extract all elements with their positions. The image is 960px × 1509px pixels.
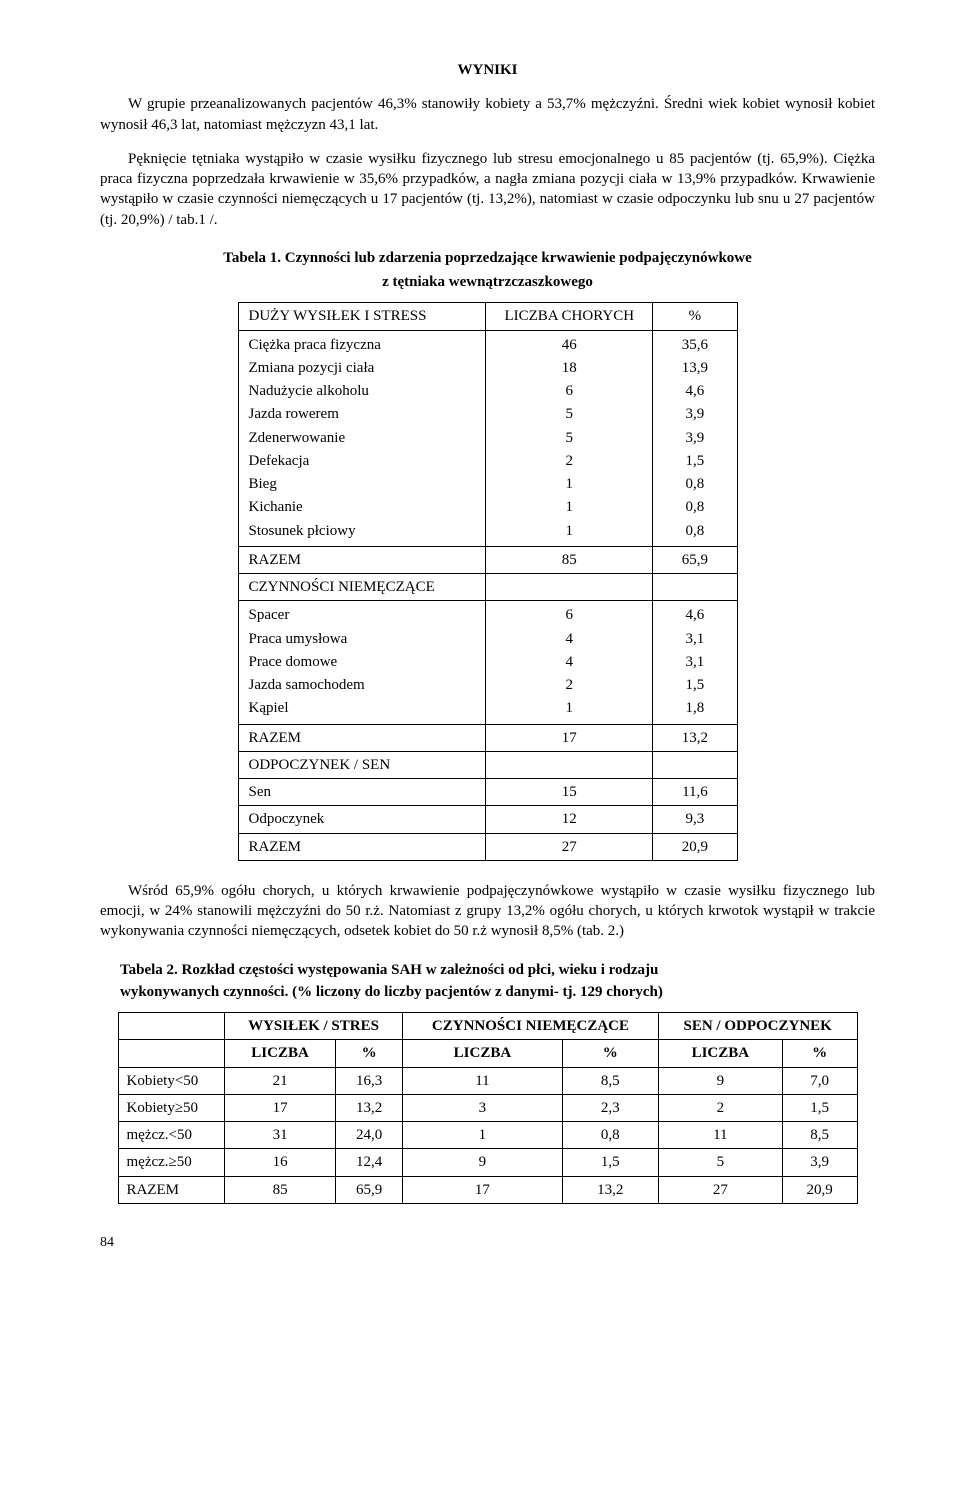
t1-header-left: DUŻY WYSIŁEK I STRESS xyxy=(238,303,486,330)
table1-caption-line2: z tętniaka wewnątrzczaszkowego xyxy=(100,272,875,292)
page-number: 84 xyxy=(100,1234,875,1253)
t2-sh: LICZBA xyxy=(403,1040,563,1067)
t2-cell: 17 xyxy=(403,1176,563,1203)
t1-g1-sum-count: 85 xyxy=(486,546,653,573)
t2-row-label: RAZEM xyxy=(118,1176,224,1203)
t2-cell: 8,5 xyxy=(782,1122,857,1149)
t2-h-blank xyxy=(118,1013,224,1040)
t1-g3-r1-label: Odpoczynek xyxy=(238,806,486,833)
t2-sh: % xyxy=(562,1040,658,1067)
t2-cell: 1,5 xyxy=(562,1149,658,1176)
t1-g1-labels: Ciężka praca fizycznaZmiana pozycji ciał… xyxy=(238,330,486,546)
t1-empty xyxy=(486,574,653,601)
table-row: mężcz.<503124,010,8118,5 xyxy=(118,1122,857,1149)
t1-g3-sum-count: 27 xyxy=(486,833,653,860)
t1-empty xyxy=(486,751,653,778)
t2-h-wysilek: WYSIŁEK / STRES xyxy=(224,1013,402,1040)
t1-g2-sum-count: 17 xyxy=(486,724,653,751)
t1-g2-sum-pct: 13,2 xyxy=(653,724,737,751)
t1-g1-sum-label: RAZEM xyxy=(238,546,486,573)
t2-h-sen: SEN / ODPOCZYNEK xyxy=(658,1013,857,1040)
t2-sh-blank xyxy=(118,1040,224,1067)
t1-g3-r1-pct: 9,3 xyxy=(653,806,737,833)
t2-cell: 3,9 xyxy=(782,1149,857,1176)
t1-g2-pcts: 4,63,13,11,51,8 xyxy=(653,601,737,724)
t2-cell: 20,9 xyxy=(782,1176,857,1203)
table-1: DUŻY WYSIŁEK I STRESS LICZBA CHORYCH % C… xyxy=(238,302,738,861)
t2-cell: 12,4 xyxy=(336,1149,403,1176)
table-row: mężcz.≥501612,491,553,9 xyxy=(118,1149,857,1176)
t1-header-count: LICZBA CHORYCH xyxy=(486,303,653,330)
t2-cell: 0,8 xyxy=(562,1122,658,1149)
t1-g3-r0-label: Sen xyxy=(238,779,486,806)
t1-header-pct: % xyxy=(653,303,737,330)
table-row: RAZEM8565,91713,22720,9 xyxy=(118,1176,857,1203)
t1-g2-counts: 64421 xyxy=(486,601,653,724)
t2-cell: 11 xyxy=(658,1122,782,1149)
table-2: WYSIŁEK / STRES CZYNNOŚCI NIEMĘCZĄCE SEN… xyxy=(118,1012,858,1204)
t2-row-label: mężcz.≥50 xyxy=(118,1149,224,1176)
t2-cell: 16 xyxy=(224,1149,335,1176)
t2-cell: 1,5 xyxy=(782,1094,857,1121)
table2-caption-line2: wykonywanych czynności. (% liczony do li… xyxy=(120,982,875,1002)
t1-g3-r0-count: 15 xyxy=(486,779,653,806)
t2-sh: LICZBA xyxy=(224,1040,335,1067)
t1-empty xyxy=(653,751,737,778)
t2-row-label: Kobiety<50 xyxy=(118,1067,224,1094)
t1-g3-sum-pct: 20,9 xyxy=(653,833,737,860)
t1-g1-sum-pct: 65,9 xyxy=(653,546,737,573)
t1-empty xyxy=(653,574,737,601)
t2-cell: 3 xyxy=(403,1094,563,1121)
t2-cell: 65,9 xyxy=(336,1176,403,1203)
t1-g3-sum-label: RAZEM xyxy=(238,833,486,860)
t2-cell: 31 xyxy=(224,1122,335,1149)
t2-cell: 8,5 xyxy=(562,1067,658,1094)
t2-cell: 17 xyxy=(224,1094,335,1121)
paragraph-2: Pęknięcie tętniaka wystąpiło w czasie wy… xyxy=(100,149,875,230)
t2-sh: LICZBA xyxy=(658,1040,782,1067)
t2-row-label: mężcz.<50 xyxy=(118,1122,224,1149)
t2-cell: 21 xyxy=(224,1067,335,1094)
t2-cell: 7,0 xyxy=(782,1067,857,1094)
t1-g2-sum-label: RAZEM xyxy=(238,724,486,751)
t2-h-niemeczace: CZYNNOŚCI NIEMĘCZĄCE xyxy=(403,1013,659,1040)
t1-g1-pcts: 35,613,94,63,93,91,50,80,80,8 xyxy=(653,330,737,546)
table-row: Kobiety<502116,3118,597,0 xyxy=(118,1067,857,1094)
t1-g3-r0-pct: 11,6 xyxy=(653,779,737,806)
section-title: WYNIKI xyxy=(100,60,875,80)
t2-cell: 9 xyxy=(403,1149,563,1176)
t2-row-label: Kobiety≥50 xyxy=(118,1094,224,1121)
t1-g3-header: ODPOCZYNEK / SEN xyxy=(238,751,486,778)
t2-cell: 85 xyxy=(224,1176,335,1203)
t1-g2-labels: SpacerPraca umysłowaPrace domoweJazda sa… xyxy=(238,601,486,724)
paragraph-3: Wśród 65,9% ogółu chorych, u których krw… xyxy=(100,881,875,942)
t2-cell: 11 xyxy=(403,1067,563,1094)
t2-cell: 13,2 xyxy=(336,1094,403,1121)
table2-caption-line1: Tabela 2. Rozkład częstości występowania… xyxy=(120,960,875,980)
t2-sh: % xyxy=(336,1040,403,1067)
t2-cell: 1 xyxy=(403,1122,563,1149)
t2-cell: 13,2 xyxy=(562,1176,658,1203)
t1-g1-counts: 46186552111 xyxy=(486,330,653,546)
paragraph-1: W grupie przeanalizowanych pacjentów 46,… xyxy=(100,94,875,135)
t2-cell: 9 xyxy=(658,1067,782,1094)
t1-g3-r1-count: 12 xyxy=(486,806,653,833)
t2-cell: 5 xyxy=(658,1149,782,1176)
t2-cell: 27 xyxy=(658,1176,782,1203)
table1-caption-line1: Tabela 1. Czynności lub zdarzenia poprze… xyxy=(100,248,875,268)
table-row: Kobiety≥501713,232,321,5 xyxy=(118,1094,857,1121)
t2-cell: 2,3 xyxy=(562,1094,658,1121)
t2-cell: 24,0 xyxy=(336,1122,403,1149)
t2-cell: 16,3 xyxy=(336,1067,403,1094)
t2-cell: 2 xyxy=(658,1094,782,1121)
t2-sh: % xyxy=(782,1040,857,1067)
t1-g2-header: CZYNNOŚCI NIEMĘCZĄCE xyxy=(238,574,486,601)
